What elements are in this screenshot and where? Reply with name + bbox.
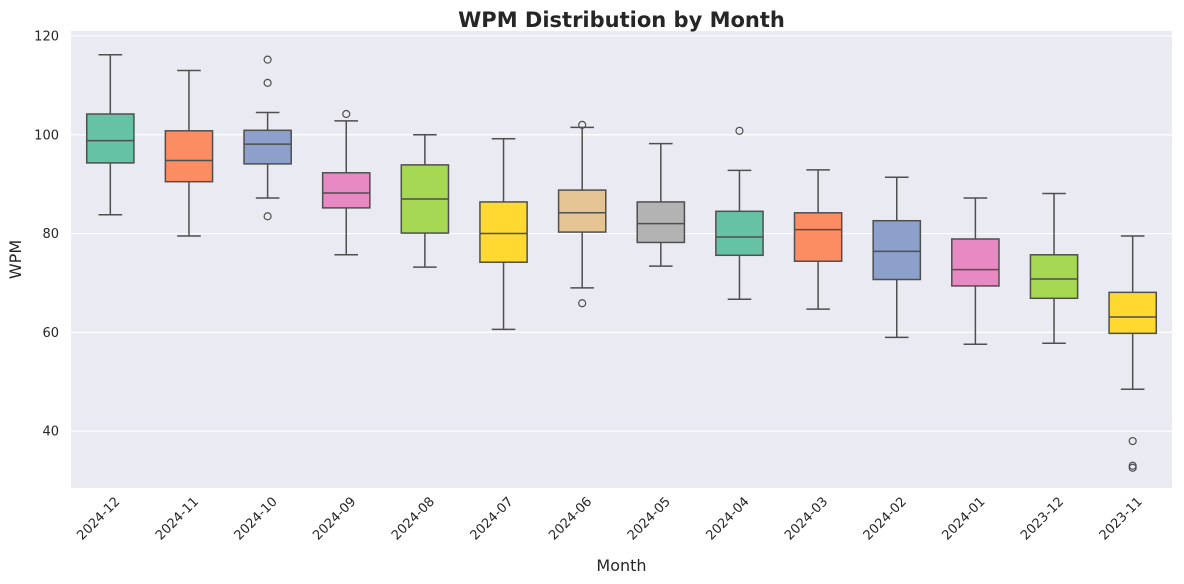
box-2023-11 [1108,235,1158,472]
x-tick-label: 2024-07 [468,494,517,543]
outlier-point [263,55,272,64]
box-iqr [951,238,1000,287]
x-tick-label: 2024-02 [861,494,910,543]
box-2024-07 [479,137,528,331]
y-axis-label: WPM [6,240,25,279]
plot-area-background [71,31,1172,488]
x-tick-label: 2024-12 [74,494,123,543]
x-tick-label: 2024-01 [939,494,988,543]
y-tick-label: 60 [42,326,59,341]
box-iqr [1108,291,1158,335]
box-2023-12 [1029,192,1079,344]
y-tick-label: 100 [34,128,59,143]
box-2024-12 [85,53,135,216]
y-tick-label: 120 [34,29,59,44]
outlier-point [735,126,744,135]
x-tick-label: 2023-12 [1018,494,1067,543]
box-iqr [636,201,686,244]
x-tick-label: 2024-10 [232,494,281,543]
box-2024-05 [636,142,686,267]
x-tick-labels: 2024-12 2024-11 2024-10 2024-09 2024-08 2024-… [74,494,1145,543]
box-2024-11 [164,69,214,237]
x-tick-label: 2024-03 [782,494,831,543]
x-tick-label: 2024-08 [389,494,438,543]
outlier-point [263,78,272,87]
box-2024-06 [557,120,607,308]
outlier-point [1128,463,1137,472]
x-tick-label: 2024-09 [310,494,359,543]
outlier-point [578,299,587,308]
outlier-point [342,109,351,119]
y-tick-label: 40 [42,425,59,440]
x-tick-label: 2024-06 [546,494,595,543]
box-2024-08 [400,134,450,268]
box-iqr [557,189,607,233]
box-iqr [479,201,528,263]
box-iqr [321,172,371,209]
box-iqr [1029,254,1079,300]
x-tick-label: 2024-04 [703,494,752,543]
x-tick-label: 2024-11 [153,494,202,543]
chart-title: WPM Distribution by Month [458,8,785,32]
box-iqr [715,210,764,257]
box-iqr [164,130,214,183]
x-axis-label: Month [596,556,646,575]
x-tick-label: 2023-11 [1097,494,1146,543]
box-iqr [243,129,292,165]
outlier-point [1128,436,1137,446]
box-2024-10 [243,55,292,221]
box-series [85,53,1158,472]
outlier-point [578,120,587,129]
box-iqr [793,212,843,262]
y-tick-label: 80 [42,227,59,242]
box-iqr [872,219,922,281]
box-2024-09 [321,109,371,256]
outlier-point [263,212,272,221]
box-2024-01 [951,197,1000,345]
box-2024-02 [872,176,922,339]
y-tick-labels: 40 60 80 100 120 [34,29,59,439]
box-2024-03 [793,169,843,310]
box-iqr [85,113,135,164]
box-2024-04 [715,126,764,301]
x-tick-label: 2024-05 [625,494,674,543]
